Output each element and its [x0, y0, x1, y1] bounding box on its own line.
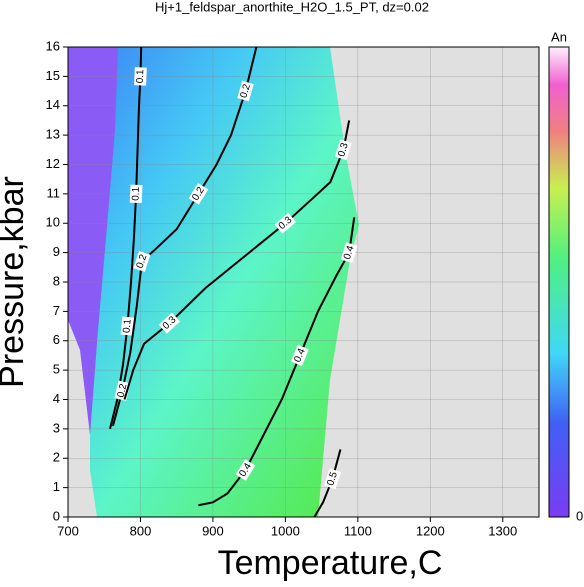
y-tick-label: 16 — [46, 38, 60, 53]
y-tick-label: 6 — [53, 332, 60, 347]
contour-label-bg — [120, 316, 135, 336]
contour-label: 0.4 — [340, 242, 358, 263]
contour-label-text: 0.2 — [238, 82, 253, 99]
y-tick-label: 12 — [46, 156, 60, 171]
x-tick-label: 900 — [202, 523, 224, 538]
x-tick-label: 1200 — [416, 523, 445, 538]
low-field — [68, 47, 118, 435]
y-tick-label: 3 — [53, 420, 60, 435]
contour-label: 0.1 — [129, 184, 143, 204]
contour-label-bg — [334, 139, 352, 161]
y-tick-label: 14 — [46, 97, 60, 112]
x-tick-label: 1000 — [271, 523, 300, 538]
y-tick-label: 2 — [53, 450, 60, 465]
contour-label-text: 0.4 — [342, 244, 357, 261]
y-tick-label: 9 — [53, 244, 60, 259]
contour-label-bg — [323, 468, 341, 490]
y-tick-label: 5 — [53, 362, 60, 377]
contour-line — [198, 217, 356, 507]
contour-label-text: 0.5 — [325, 470, 340, 487]
colorbar-tick-label: 0 — [576, 508, 583, 523]
y-axis-label: Pressure,kbar — [0, 176, 31, 388]
contour-label-bg — [235, 459, 256, 481]
contour-label: 0.3 — [334, 139, 352, 161]
x-tick-label: 1100 — [344, 523, 372, 538]
contour-label: 0.1 — [120, 316, 135, 336]
x-axis-label: Temperature,C — [218, 544, 443, 582]
contour-label-text: 0.1 — [135, 69, 147, 84]
y-tick-label: 11 — [47, 185, 61, 200]
contour-label: 0.2 — [237, 80, 254, 102]
contour-label: 0.1 — [134, 67, 147, 86]
contour-label: 0.5 — [323, 468, 341, 490]
y-tick-label: 13 — [46, 127, 60, 142]
contour-line — [123, 120, 351, 400]
y-tick-label: 7 — [53, 303, 60, 318]
y-tick-label: 15 — [46, 68, 60, 83]
y-tick-label: 1 — [53, 479, 60, 494]
x-tick-label: 1300 — [488, 523, 517, 538]
x-tick-label: 700 — [57, 523, 79, 538]
contour-line — [109, 46, 143, 430]
chart-title: Hj+1_feldspar_anorthite_H2O_1.5_PT, dz=0… — [155, 0, 429, 14]
contour-label-bg — [188, 183, 209, 205]
contour-label-bg — [340, 242, 358, 263]
y-tick-label: 4 — [53, 391, 60, 406]
contour-line — [313, 449, 342, 518]
contour-label-bg — [290, 344, 309, 367]
contour-label-bg — [274, 212, 297, 234]
y-tick-label: 0 — [53, 508, 60, 523]
contour-label-text: 0.2 — [135, 253, 150, 270]
contour-line — [111, 46, 258, 427]
y-tick-label: 8 — [53, 273, 60, 288]
contour-label-bg — [133, 251, 151, 272]
colorbar-label: An — [551, 29, 567, 44]
x-tick-label: 800 — [130, 523, 152, 538]
contour-label-bg — [134, 67, 147, 86]
contour-label: 0.4 — [290, 344, 309, 367]
colorbar — [548, 46, 570, 518]
contour-label-text: 0.3 — [336, 141, 351, 158]
contour-label-bg — [129, 184, 143, 204]
contour-label-bg — [158, 312, 181, 334]
y-tick-label: 10 — [46, 215, 60, 230]
contour-label: 0.2 — [133, 251, 151, 272]
contour-label-bg — [237, 80, 254, 102]
contour-label-text: 0.1 — [121, 318, 133, 333]
contour-label-text: 0.1 — [130, 186, 142, 201]
contour-label-text: 0.4 — [292, 347, 308, 364]
